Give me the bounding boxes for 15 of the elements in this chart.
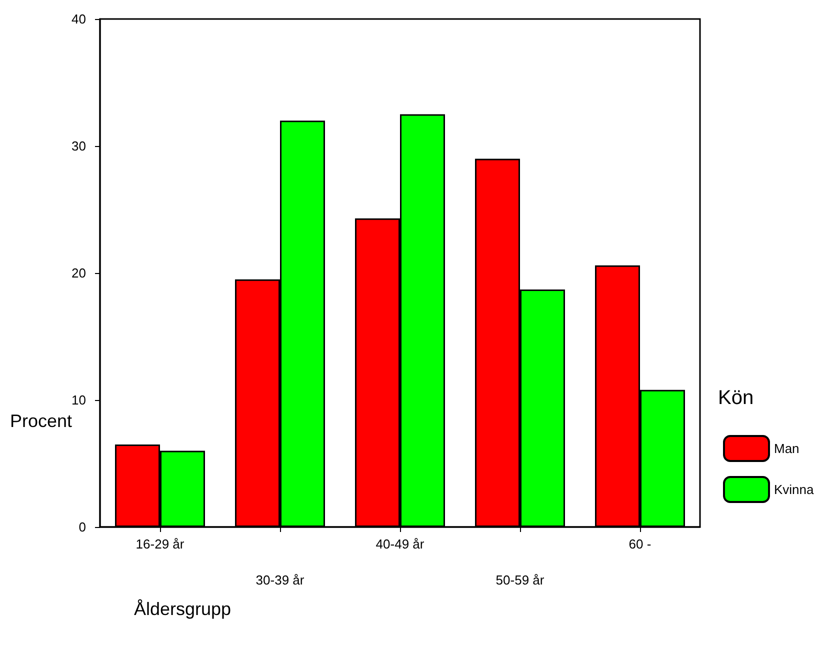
x-tick-label: 60 -	[628, 536, 652, 552]
y-tick-label: 10	[72, 392, 86, 408]
y-tick-label: 20	[72, 266, 86, 280]
x-tick-label: 16-29 år	[136, 536, 185, 552]
x-tick-label: 30-39 år	[256, 572, 305, 588]
y-tick-label: 40	[72, 12, 86, 26]
legend-label: Man	[774, 441, 800, 456]
y-axis-title: Procent	[10, 411, 72, 431]
x-tick-label: 50-59 år	[496, 572, 545, 588]
y-tick-label: 30	[72, 138, 86, 154]
legend-title: Kön	[718, 387, 754, 409]
legend-label: Kvinna	[774, 482, 815, 497]
x-tick-label: 40-49 år	[376, 536, 425, 552]
x-axis-title: Åldersgrupp	[134, 599, 232, 619]
y-tick-label: 0	[78, 520, 86, 534]
